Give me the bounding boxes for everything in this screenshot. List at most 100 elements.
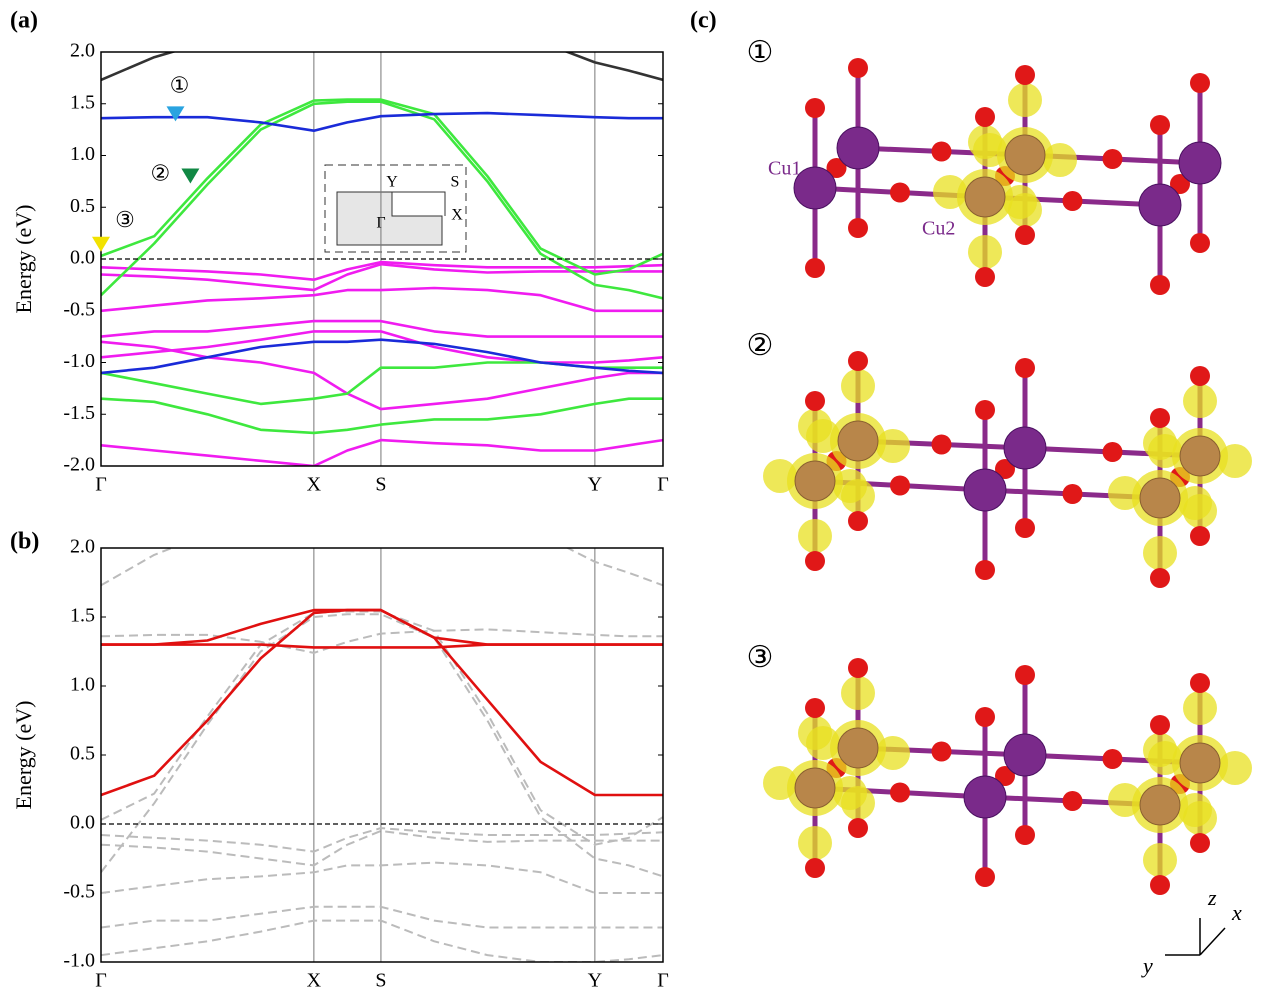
- oxygen: [1015, 65, 1035, 85]
- copper: [837, 127, 879, 169]
- band-line: [101, 645, 663, 648]
- band-line: [101, 113, 663, 131]
- oxygen: [1150, 568, 1170, 588]
- y-tick-label: -0.5: [63, 298, 95, 320]
- oxygen: [1190, 366, 1210, 386]
- axis-label: z: [1207, 885, 1217, 910]
- oxygen: [1063, 484, 1083, 504]
- y-tick-label: 2.0: [70, 40, 95, 62]
- x-tick-label: Γ: [95, 474, 107, 496]
- orbital: [841, 676, 875, 710]
- inset-label: Γ: [376, 215, 385, 232]
- band-line: [101, 534, 663, 585]
- oxygen: [1103, 749, 1123, 769]
- x-tick-label: Γ: [657, 474, 669, 496]
- oxygen: [890, 476, 910, 496]
- orbital: [968, 125, 1002, 159]
- band-line: [101, 828, 663, 852]
- y-axis-label: Energy (eV): [11, 205, 36, 314]
- band-line: [101, 610, 663, 795]
- orbital: [798, 519, 832, 553]
- oxygen: [975, 267, 995, 287]
- oxygen: [975, 560, 995, 580]
- copper: [1140, 478, 1180, 518]
- oxygen: [1015, 665, 1035, 685]
- oxygen: [805, 551, 825, 571]
- state-marker: [167, 106, 185, 121]
- oxygen: [1190, 526, 1210, 546]
- oxygen: [1190, 673, 1210, 693]
- panel-label: (b): [10, 529, 39, 555]
- x-tick-label: S: [375, 474, 386, 496]
- bands: [101, 534, 663, 962]
- band-line: [101, 610, 663, 645]
- y-tick-label: 1.0: [70, 674, 95, 696]
- inset-label: S: [451, 174, 460, 191]
- oxygen: [1103, 442, 1123, 462]
- y-tick-label: 1.5: [70, 91, 95, 113]
- y-tick-label: -0.5: [63, 881, 95, 903]
- oxygen: [1150, 408, 1170, 428]
- y-axis-label: Energy (eV): [11, 701, 36, 810]
- oxygen: [1150, 875, 1170, 895]
- oxygen: [1015, 825, 1035, 845]
- oxygen: [805, 858, 825, 878]
- copper: [1005, 135, 1045, 175]
- band-line: [101, 907, 663, 928]
- band-line: [101, 863, 663, 893]
- band-line: [101, 342, 663, 409]
- atom-label: Cu1: [768, 158, 801, 180]
- y-tick-label: 0.5: [70, 743, 95, 765]
- oxygen: [848, 351, 868, 371]
- orbital: [798, 716, 832, 750]
- y-tick-label: 2.0: [70, 536, 95, 558]
- oxygen: [890, 783, 910, 803]
- oxygen: [1190, 73, 1210, 93]
- oxygen: [975, 400, 995, 420]
- oxygen: [805, 391, 825, 411]
- axis-label: y: [1141, 953, 1153, 978]
- copper: [795, 768, 835, 808]
- oxygen: [932, 142, 952, 162]
- oxygen: [890, 183, 910, 203]
- atom-label: Cu2: [922, 218, 955, 240]
- oxygen: [805, 698, 825, 718]
- state-label: ③: [747, 641, 774, 674]
- orbital: [968, 235, 1002, 269]
- copper: [1179, 142, 1221, 184]
- x-tick-label: Γ: [95, 970, 107, 992]
- oxygen: [975, 867, 995, 887]
- copper: [1140, 785, 1180, 825]
- copper: [1180, 436, 1220, 476]
- state-label: ②: [151, 160, 171, 185]
- oxygen: [975, 707, 995, 727]
- oxygen: [1103, 149, 1123, 169]
- copper: [795, 461, 835, 501]
- oxygen: [932, 742, 952, 762]
- oxygen: [1150, 715, 1170, 735]
- x-tick-label: Y: [588, 970, 602, 992]
- oxygen: [848, 218, 868, 238]
- band-line: [101, 440, 663, 466]
- oxygen: [848, 58, 868, 78]
- inset-label: Y: [386, 174, 398, 191]
- x-tick-label: Γ: [657, 970, 669, 992]
- x-tick-label: S: [375, 970, 386, 992]
- band-line: [101, 399, 663, 433]
- oxygen: [1150, 275, 1170, 295]
- oxygen: [1063, 791, 1083, 811]
- band-line: [101, 363, 663, 404]
- copper: [838, 728, 878, 768]
- oxygen: [1015, 518, 1035, 538]
- y-tick-label: 0.0: [70, 812, 95, 834]
- oxygen: [932, 435, 952, 455]
- state-label: ③: [115, 207, 135, 232]
- panel-label: (c): [690, 8, 717, 34]
- figure: (a)Energy (eV)ΓXSYΓ-2.0-1.5-1.0-0.50.00.…: [0, 0, 1263, 997]
- y-tick-label: -1.0: [63, 950, 95, 972]
- y-tick-label: 1.5: [70, 605, 95, 627]
- copper: [1004, 427, 1046, 469]
- x-tick-label: X: [307, 474, 322, 496]
- state-label: ②: [747, 329, 774, 362]
